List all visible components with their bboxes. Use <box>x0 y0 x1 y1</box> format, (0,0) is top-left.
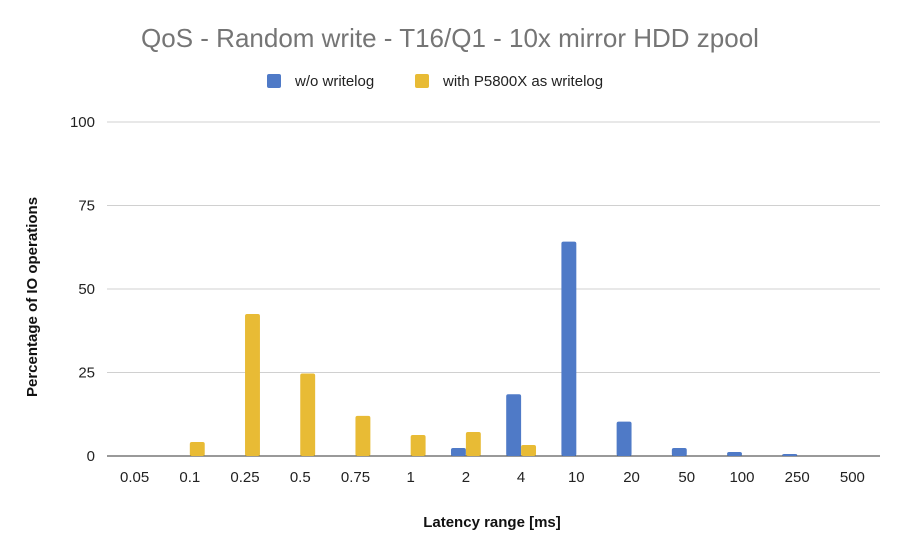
x-tick-label: 0.05 <box>120 469 149 486</box>
legend-label-wo-writelog: w/o writelog <box>294 73 374 90</box>
legend-swatch-with-p5800x <box>415 74 429 88</box>
bar-wo-writelog-2 <box>450 447 466 456</box>
legend: w/o writelog with P5800X as writelog <box>267 73 603 90</box>
bar-with-p5800x-4 <box>521 444 537 456</box>
x-tick-label: 10 <box>568 469 585 486</box>
y-axis-ticks: 0 25 50 75 100 <box>70 114 95 465</box>
x-tick-label: 0.5 <box>290 469 311 486</box>
y-tick-label: 100 <box>70 114 95 131</box>
bar-wo-writelog-10 <box>561 241 577 456</box>
x-tick-label: 1 <box>407 469 415 486</box>
bar-with-p5800x-0_1 <box>189 441 205 456</box>
bar-wo-writelog-100 <box>727 451 742 456</box>
y-axis-title: Percentage of IO operations <box>24 197 41 397</box>
x-axis-title: Latency range [ms] <box>423 514 561 531</box>
bar-wo-writelog-4 <box>506 394 522 456</box>
bar-with-p5800x-0_75 <box>355 415 371 456</box>
bar-with-p5800x-0_5 <box>300 373 316 456</box>
x-tick-label: 50 <box>678 469 695 486</box>
x-axis-ticks: 0.05 0.1 0.25 0.5 0.75 1 2 4 10 20 50 100 250 500 <box>120 469 865 486</box>
legend-label-with-p5800x: with P5800X as writelog <box>442 73 603 90</box>
bar-with-p5800x-0_25 <box>245 314 260 456</box>
x-tick-label: 4 <box>517 469 525 486</box>
x-tick-label: 100 <box>729 469 754 486</box>
y-tick-label: 25 <box>78 365 95 382</box>
y-tick-label: 50 <box>78 281 95 298</box>
bar-wo-writelog-250 <box>782 453 798 456</box>
bar-with-p5800x-1 <box>410 434 426 456</box>
bar-wo-writelog-50 <box>671 447 687 456</box>
x-tick-label: 0.1 <box>179 469 200 486</box>
chart-title: QoS - Random write - T16/Q1 - 10x mirror… <box>141 23 759 53</box>
x-tick-label: 2 <box>462 469 470 486</box>
x-tick-label: 500 <box>840 469 865 486</box>
gridlines <box>107 121 880 457</box>
x-tick-label: 250 <box>785 469 810 486</box>
y-tick-label: 0 <box>87 448 95 465</box>
x-tick-label: 20 <box>623 469 640 486</box>
legend-swatch-wo-writelog <box>267 74 281 88</box>
bars <box>189 241 798 456</box>
x-tick-label: 0.25 <box>230 469 259 486</box>
y-tick-label: 75 <box>78 198 95 215</box>
bar-wo-writelog-20 <box>616 421 632 456</box>
bar-with-p5800x-2 <box>465 431 481 456</box>
x-tick-label: 0.75 <box>341 469 370 486</box>
